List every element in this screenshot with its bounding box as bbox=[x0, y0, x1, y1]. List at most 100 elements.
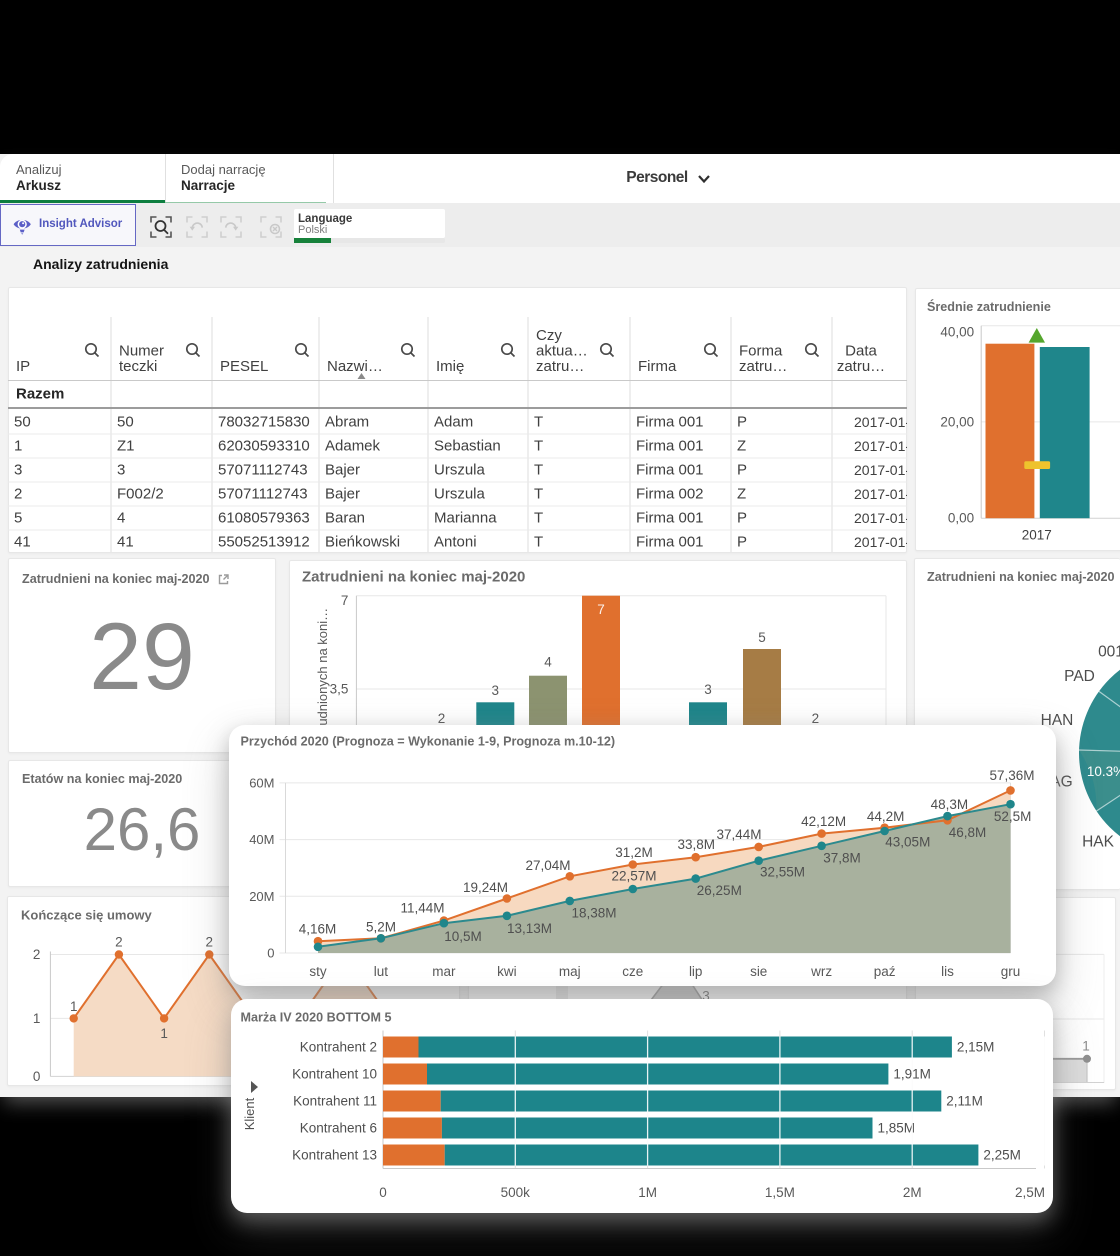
svg-text:1,5M: 1,5M bbox=[765, 1185, 795, 1200]
svg-text:7: 7 bbox=[341, 593, 349, 608]
svg-text:50: 50 bbox=[117, 414, 134, 431]
svg-text:3: 3 bbox=[492, 683, 500, 698]
svg-text:sty: sty bbox=[309, 964, 327, 979]
svg-text:44,2M: 44,2M bbox=[867, 809, 905, 824]
svg-text:Firma 002: Firma 002 bbox=[636, 486, 704, 503]
svg-text:5: 5 bbox=[14, 510, 22, 527]
svg-text:2,11M: 2,11M bbox=[946, 1094, 983, 1109]
svg-text:Sebastian: Sebastian bbox=[434, 438, 501, 455]
svg-text:31,2M: 31,2M bbox=[615, 845, 653, 860]
svg-text:43,05M: 43,05M bbox=[885, 834, 930, 849]
svg-text:Baran: Baran bbox=[325, 510, 365, 527]
svg-text:Firma 001: Firma 001 bbox=[636, 510, 704, 527]
svg-text:Średnie zatrudnienie: Średnie zatrudnienie bbox=[927, 299, 1051, 314]
svg-text:P: P bbox=[737, 534, 747, 551]
svg-text:57071112743: 57071112743 bbox=[218, 462, 308, 479]
svg-text:Firma 001: Firma 001 bbox=[636, 462, 704, 479]
svg-text:sie: sie bbox=[750, 964, 767, 979]
svg-text:0,00: 0,00 bbox=[948, 511, 974, 526]
svg-text:Kontrahent 6: Kontrahent 6 bbox=[300, 1121, 377, 1136]
svg-text:37,44M: 37,44M bbox=[716, 827, 761, 842]
svg-text:F002/2: F002/2 bbox=[117, 486, 164, 503]
svg-text:1: 1 bbox=[1082, 1039, 1090, 1054]
svg-text:HAK: HAK bbox=[1082, 834, 1115, 851]
svg-text:2017-01-: 2017-01- bbox=[854, 486, 907, 502]
svg-text:11,44M: 11,44M bbox=[400, 900, 444, 915]
svg-text:3: 3 bbox=[704, 682, 712, 697]
svg-text:Kończące się umowy: Kończące się umowy bbox=[21, 908, 153, 923]
svg-text:maj: maj bbox=[559, 964, 581, 979]
svg-text:0: 0 bbox=[33, 1069, 41, 1084]
svg-text:1: 1 bbox=[33, 1011, 41, 1026]
svg-text:PAD: PAD bbox=[1064, 668, 1095, 685]
svg-text:57071112743: 57071112743 bbox=[218, 486, 308, 503]
svg-text:Bajer: Bajer bbox=[325, 486, 360, 503]
svg-text:27,04M: 27,04M bbox=[525, 858, 570, 873]
svg-text:37,8M: 37,8M bbox=[823, 851, 861, 866]
svg-text:P: P bbox=[737, 414, 747, 431]
svg-text:2: 2 bbox=[812, 711, 820, 726]
svg-text:1,85M: 1,85M bbox=[878, 1121, 916, 1136]
svg-text:52,5M: 52,5M bbox=[994, 809, 1032, 824]
svg-text:Z: Z bbox=[737, 438, 746, 455]
svg-text:wrz: wrz bbox=[810, 964, 832, 979]
svg-text:13,13M: 13,13M bbox=[507, 921, 552, 936]
svg-text:P: P bbox=[737, 510, 747, 527]
svg-text:60M: 60M bbox=[249, 775, 274, 790]
svg-text:zatru…: zatru… bbox=[739, 358, 787, 375]
svg-text:3: 3 bbox=[702, 989, 710, 1004]
svg-text:32,55M: 32,55M bbox=[760, 864, 805, 879]
svg-text:46,8M: 46,8M bbox=[949, 825, 987, 840]
svg-text:teczki: teczki bbox=[119, 358, 157, 375]
svg-text:Data: Data bbox=[845, 343, 877, 360]
svg-text:Przychód 2020 (Prognoza = Wyko: Przychód 2020 (Prognoza = Wykonanie 1-9,… bbox=[241, 735, 616, 749]
svg-text:zatru…: zatru… bbox=[837, 358, 885, 375]
svg-text:aktua…: aktua… bbox=[536, 343, 588, 360]
svg-text:41: 41 bbox=[117, 534, 134, 551]
svg-text:18,38M: 18,38M bbox=[571, 905, 616, 920]
svg-text:T: T bbox=[534, 438, 543, 455]
svg-text:42,12M: 42,12M bbox=[801, 814, 846, 829]
svg-text:20M: 20M bbox=[249, 889, 274, 904]
svg-text:Abram: Abram bbox=[325, 414, 369, 431]
svg-text:2: 2 bbox=[14, 486, 22, 503]
svg-text:Razem: Razem bbox=[16, 386, 64, 403]
svg-text:0: 0 bbox=[267, 946, 274, 961]
svg-text:Kontrahent 13: Kontrahent 13 bbox=[292, 1148, 377, 1163]
svg-text:Zatrudnieni na koniec maj-2020: Zatrudnieni na koniec maj-2020 bbox=[302, 569, 525, 586]
svg-text:Marża IV 2020 BOTTOM 5: Marża IV 2020 BOTTOM 5 bbox=[241, 1011, 392, 1025]
svg-text:Firma 001: Firma 001 bbox=[636, 414, 704, 431]
svg-text:Klient: Klient bbox=[242, 1097, 257, 1130]
svg-text:paź: paź bbox=[874, 964, 896, 979]
svg-text:33,8M: 33,8M bbox=[678, 837, 716, 852]
svg-text:T: T bbox=[534, 486, 543, 503]
svg-text:78032715830: 78032715830 bbox=[218, 414, 310, 431]
svg-text:2017-01-: 2017-01- bbox=[854, 510, 907, 526]
svg-text:gru: gru bbox=[1001, 964, 1021, 979]
svg-text:Numer: Numer bbox=[119, 343, 164, 360]
svg-text:Marianna: Marianna bbox=[434, 510, 497, 527]
svg-text:Z: Z bbox=[737, 486, 746, 503]
svg-text:3: 3 bbox=[117, 462, 125, 479]
svg-text:Urszula: Urszula bbox=[434, 462, 486, 479]
svg-text:2: 2 bbox=[115, 935, 123, 950]
svg-text:Firma 001: Firma 001 bbox=[636, 438, 704, 455]
svg-text:Firma: Firma bbox=[638, 358, 677, 375]
svg-text:41: 41 bbox=[14, 534, 31, 551]
svg-text:Urszula: Urszula bbox=[434, 486, 486, 503]
svg-text:2017: 2017 bbox=[1022, 528, 1052, 543]
svg-text:40,00: 40,00 bbox=[940, 324, 974, 339]
svg-text:001: 001 bbox=[1098, 644, 1120, 661]
svg-text:2,25M: 2,25M bbox=[983, 1148, 1021, 1163]
svg-text:zatru…: zatru… bbox=[536, 358, 584, 375]
svg-text:3,5: 3,5 bbox=[330, 682, 349, 697]
svg-text:2,5M: 2,5M bbox=[1015, 1185, 1045, 1200]
svg-text:0: 0 bbox=[379, 1185, 387, 1200]
svg-text:2: 2 bbox=[438, 711, 446, 726]
svg-text:3: 3 bbox=[14, 462, 22, 479]
svg-text:PESEL: PESEL bbox=[220, 358, 268, 375]
svg-text:4: 4 bbox=[544, 654, 552, 669]
svg-text:10,5M: 10,5M bbox=[444, 929, 482, 944]
svg-text:Kontrahent 10: Kontrahent 10 bbox=[292, 1067, 377, 1082]
svg-text:P: P bbox=[737, 462, 747, 479]
